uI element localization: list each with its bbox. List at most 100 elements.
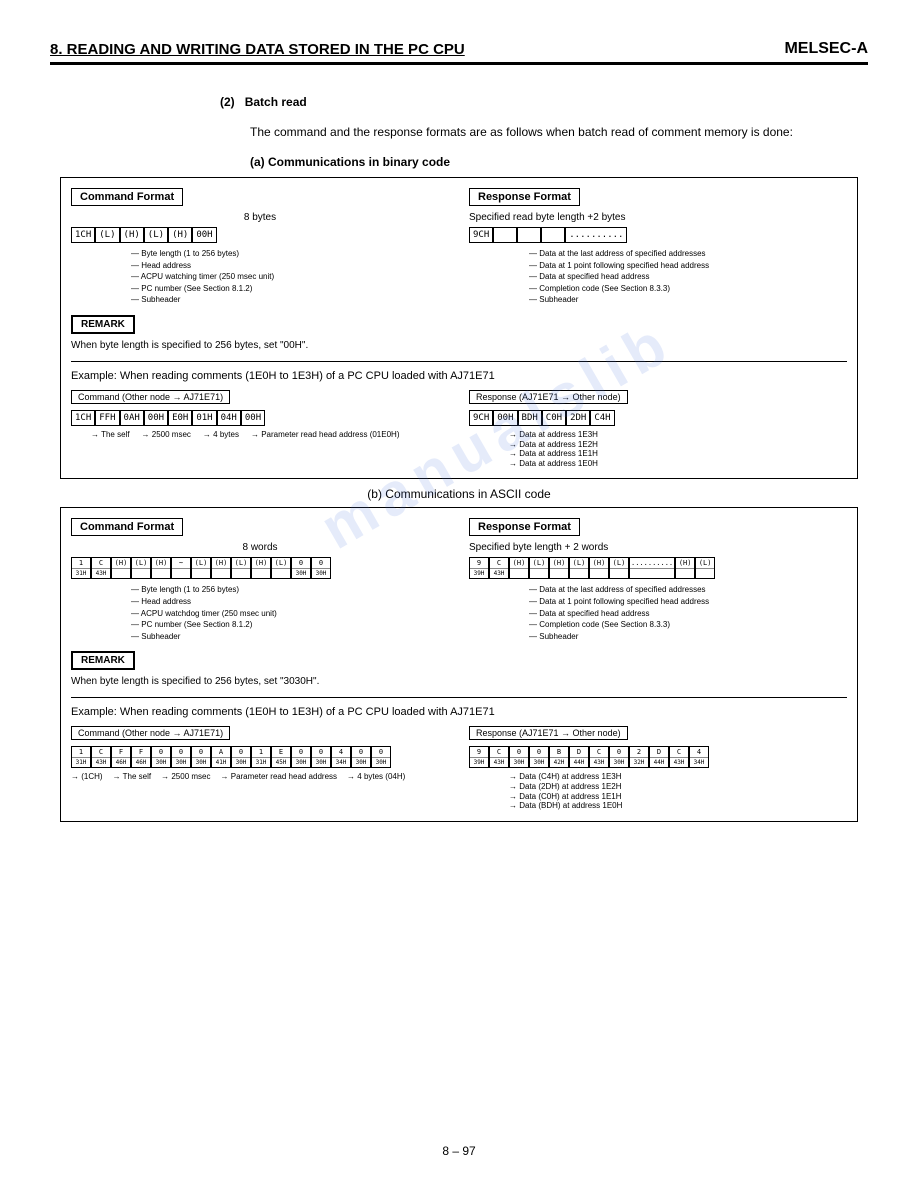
byte-cell: 9CH — [469, 410, 493, 426]
annotation-line: Data at address 1E2H — [509, 440, 847, 450]
annotation-line: ACPU watching timer (250 msec unit) — [131, 272, 274, 282]
ascii-cell: 232H — [629, 746, 649, 768]
annotation-line: Subheader — [529, 632, 709, 642]
binary-command-col: Command Format 8 bytes 1CH(L)(H)(L)(H)00… — [71, 188, 449, 351]
section-heading: (2) Batch read — [220, 95, 868, 109]
ascii-cell: 030H — [191, 746, 211, 768]
page-header: 8. READING AND WRITING DATA STORED IN TH… — [50, 40, 868, 65]
ascii-cell: (H) — [211, 557, 231, 579]
ascii-cell: 131H — [71, 557, 91, 579]
command-bytes-label: 8 bytes — [71, 212, 449, 223]
ascii-cell: 030H — [311, 557, 331, 579]
byte-cell: 1CH — [71, 410, 95, 426]
annotation-line: Head address — [131, 597, 277, 607]
ascii-command-col: Command Format 8 words 131HC43H(H)(L)(H)… — [71, 518, 449, 687]
byte-cell: BDH — [518, 410, 542, 426]
byte-cell: (L) — [95, 227, 119, 243]
example-response-annots: Data at address 1E3HData at address 1E2H… — [509, 430, 847, 468]
ascii-command-words-label: 8 words — [71, 542, 449, 553]
byte-cell: .......... — [565, 227, 627, 243]
example-response-label: Response (AJ71E71 → Other node) — [469, 390, 628, 404]
byte-cell: 9CH — [469, 227, 493, 243]
annotation-line: Completion code (See Section 8.3.3) — [529, 284, 709, 294]
annotation-line: Data (2DH) at address 1E2H — [509, 782, 847, 792]
ascii-cell: .......... — [629, 557, 675, 579]
byte-cell: 0AH — [120, 410, 144, 426]
ascii-example-command-label: Command (Other node → AJ71E71) — [71, 726, 230, 740]
ascii-cell: (H) — [251, 557, 271, 579]
annotation-line: Parameter read head address — [221, 772, 338, 782]
ascii-cell: A41H — [211, 746, 231, 768]
annotation-line: Data at 1 point following specified head… — [529, 261, 709, 271]
byte-cell: (H) — [120, 227, 144, 243]
ascii-cell: (L) — [529, 557, 549, 579]
ascii-response-words-label: Specified byte length + 2 words — [469, 542, 847, 553]
annotation-line: Subheader — [131, 632, 277, 642]
annotation-line: PC number (See Section 8.1.2) — [131, 620, 277, 630]
ascii-cell: C43H — [489, 557, 509, 579]
ascii-cell: 030H — [291, 746, 311, 768]
annotation-line: Subheader — [529, 295, 709, 305]
example-command-label: Command (Other node → AJ71E71) — [71, 390, 230, 404]
section-title: Batch read — [245, 95, 307, 109]
section-num: (2) — [220, 95, 235, 109]
ascii-example-command-cells: 131HC43HF46HF46H030H030H030HA41H030H131H… — [71, 746, 449, 768]
ascii-cell: D44H — [569, 746, 589, 768]
annotation-line: Data at address 1E0H — [509, 459, 847, 469]
response-format-title: Response Format — [469, 188, 580, 206]
ascii-example-response-cells: 939HC43H030H030HB42HD44HC43H030H232HD44H… — [469, 746, 847, 768]
ascii-diagram: Command Format 8 words 131HC43H(H)(L)(H)… — [60, 507, 858, 821]
binary-example: Example: When reading comments (1E0H to … — [71, 361, 847, 468]
response-bytes-label: Specified read byte length +2 bytes — [469, 212, 847, 223]
ascii-cell: 030H — [171, 746, 191, 768]
ascii-cell: C43H — [489, 746, 509, 768]
ascii-cell: ~ — [171, 557, 191, 579]
ascii-cell: B42H — [549, 746, 569, 768]
ascii-example-response-annots: Data (C4H) at address 1E3HData (2DH) at … — [509, 772, 847, 810]
byte-cell: (L) — [144, 227, 168, 243]
ascii-cell: 030H — [509, 746, 529, 768]
annotation-line: (1CH) — [71, 772, 103, 782]
byte-cell: 2DH — [566, 410, 590, 426]
annotation-line: Completion code (See Section 8.3.3) — [529, 620, 709, 630]
ascii-cell: 434H — [331, 746, 351, 768]
example-response-cells: 9CH00HBDHC0H2DHC4H — [469, 410, 847, 426]
ascii-cell: 131H — [251, 746, 271, 768]
ascii-command-title: Command Format — [71, 518, 183, 536]
ascii-cell: 030H — [291, 557, 311, 579]
remark-box: REMARK — [71, 315, 135, 334]
annotation-line: 2500 msec — [142, 430, 191, 440]
binary-diagram: Command Format 8 bytes 1CH(L)(H)(L)(H)00… — [60, 177, 858, 479]
annotation-line: Data (C0H) at address 1E1H — [509, 792, 847, 802]
annotation-line: Data at specified head address — [529, 609, 709, 619]
byte-cell: 00H — [192, 227, 216, 243]
ascii-cell: 030H — [311, 746, 331, 768]
byte-cell: 00H — [493, 410, 517, 426]
ascii-cell: F46H — [131, 746, 151, 768]
example-title: Example: When reading comments (1E0H to … — [71, 370, 847, 382]
byte-cell: E0H — [168, 410, 192, 426]
byte-cell: C0H — [542, 410, 566, 426]
byte-cell — [493, 227, 517, 243]
brand-label: MELSEC-A — [784, 40, 868, 58]
ascii-cell: 939H — [469, 746, 489, 768]
annotation-line: The self — [113, 772, 152, 782]
ascii-cell: 131H — [71, 746, 91, 768]
ascii-cell: C43H — [669, 746, 689, 768]
ascii-example-title: Example: When reading comments (1E0H to … — [71, 706, 847, 718]
chapter-title: 8. READING AND WRITING DATA STORED IN TH… — [50, 41, 465, 58]
ascii-cell: 030H — [529, 746, 549, 768]
ascii-cell: (L) — [695, 557, 715, 579]
byte-cell: C4H — [590, 410, 614, 426]
ascii-cell: 030H — [151, 746, 171, 768]
annotation-line: 2500 msec — [161, 772, 210, 782]
byte-cell: 00H — [241, 410, 265, 426]
annotation-line: Data (C4H) at address 1E3H — [509, 772, 847, 782]
ascii-cell: 030H — [609, 746, 629, 768]
ascii-response-title: Response Format — [469, 518, 580, 536]
byte-cell — [517, 227, 541, 243]
ascii-cell: C43H — [91, 746, 111, 768]
ascii-cell: (H) — [151, 557, 171, 579]
annotation-line: Data (BDH) at address 1E0H — [509, 801, 847, 811]
ascii-cell: C43H — [589, 746, 609, 768]
